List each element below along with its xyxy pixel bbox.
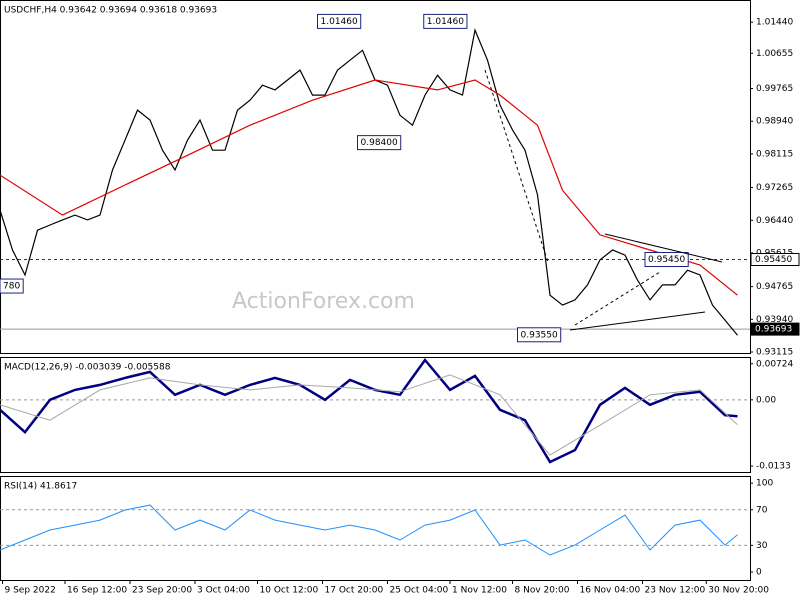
annotation-box [0,278,24,294]
trendline [484,69,549,263]
annotation-label: 1.01460 [427,17,464,27]
panel-title: RSI(14) 41.8617 [4,482,77,492]
y-tick-label: 0 [756,568,762,578]
x-tick-label: 23 Nov 12:00 [645,586,706,596]
x-tick-label: 16 Nov 04:00 [580,586,641,596]
y-tick-label: 0.96440 [756,216,793,226]
panel-frame [0,0,751,354]
price-label-box [750,253,800,267]
annotation-box [423,13,468,29]
series-line [0,504,738,556]
x-tick-label: 16 Sep 12:00 [67,586,127,596]
annotation-label: 0.95450 [648,255,685,265]
trendline [574,271,661,326]
x-tick-label: 3 Oct 04:00 [197,586,250,596]
x-tick-label: 30 Nov 20:00 [708,586,769,596]
series-line [0,374,738,456]
x-tick-label: 9 Sep 2022 [5,586,56,596]
series-line [0,28,738,336]
x-tick-label: 8 Nov 20:00 [515,586,570,596]
x-tick-label: 25 Oct 04:00 [390,586,449,596]
y-tick-label: 0.98115 [756,149,793,159]
annotation-label: 0.98400 [361,138,398,148]
series-line [0,79,738,296]
watermark: ActionForex.com [232,289,415,314]
y-tick-label: -0.0133 [756,462,791,472]
y-tick-label: 0.97265 [756,183,793,193]
annotation-label: 780 [3,282,20,292]
y-tick-label: 0.93115 [756,348,793,358]
price-label-box [750,322,800,336]
y-tick-label: 0.99765 [756,84,793,94]
x-tick-label: 23 Sep 20:00 [132,586,192,596]
annotation-box [517,327,562,343]
y-tick-label: 0.93940 [756,315,793,325]
x-tick-label: 17 Oct 20:00 [325,586,384,596]
trendlines [484,69,723,331]
y-tick-label: 0.00724 [756,359,793,369]
annotation-label: 0.93550 [521,330,558,340]
y-tick-label: 30 [756,541,768,551]
y-tick-label: 0.94765 [756,282,793,292]
y-tick-label: 0.98940 [756,117,793,127]
annotation-box [357,135,402,151]
price-label: 0.93693 [755,325,792,335]
y-tick-label: 70 [756,505,768,515]
trendline [569,311,706,331]
y-tick-label: 1.00655 [756,49,793,59]
panel-title: MACD(12,26,9) -0.003039 -0.005588 [4,363,171,373]
y-tick-label: 0.00 [756,395,776,405]
annotation-box [644,252,689,268]
annotation-box [317,13,362,29]
price-label: 0.95450 [755,255,792,265]
y-tick-label: 100 [756,479,773,489]
trendline [604,233,723,263]
panel-frame [0,476,751,581]
annotation-label: 1.01460 [321,17,358,27]
panel-frame [0,357,751,473]
x-tick-label: 1 Nov 12:00 [452,586,507,596]
x-tick-label: 10 Oct 12:00 [260,586,319,596]
panel-title: USDCHF,H4 0.93642 0.93694 0.93618 0.9369… [4,6,217,16]
y-tick-label: 1.01440 [756,18,793,28]
